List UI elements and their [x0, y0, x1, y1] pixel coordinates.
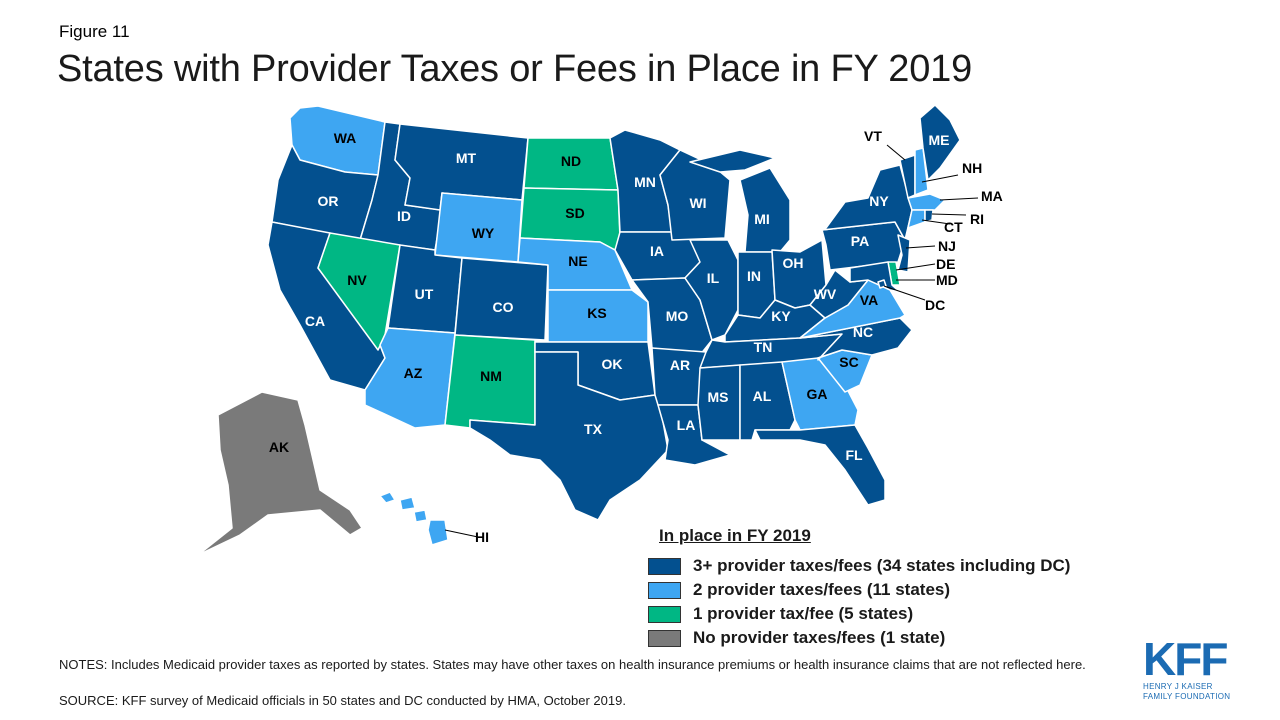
- source: SOURCE: KFF survey of Medicaid officials…: [59, 693, 626, 708]
- state-mi: [739, 167, 791, 253]
- label-ks: KS: [587, 305, 606, 321]
- state-ak: [197, 391, 363, 556]
- legend-swatch-3plus: [648, 557, 681, 575]
- label-me: ME: [929, 132, 950, 148]
- state-me: [919, 104, 961, 181]
- state-hi: [379, 491, 449, 546]
- label-sc: SC: [839, 354, 858, 370]
- legend-title: In place in FY 2019: [659, 526, 811, 545]
- label-pa: PA: [851, 233, 869, 249]
- legend-label-2: 2 provider taxes/fees (11 states): [693, 580, 951, 599]
- label-ok: OK: [602, 356, 623, 372]
- state-nh: [914, 147, 929, 196]
- label-hi: HI: [475, 529, 489, 545]
- label-nc: NC: [853, 324, 873, 340]
- state-ks: [547, 289, 649, 343]
- state-nj: [897, 234, 911, 273]
- label-mt: MT: [456, 150, 477, 166]
- label-nv: NV: [347, 272, 367, 288]
- label-mn: MN: [634, 174, 656, 190]
- label-ri: RI: [970, 211, 984, 227]
- figure-label: Figure 11: [59, 22, 130, 41]
- logo-wordmark: KFF: [1143, 633, 1228, 685]
- legend-item-1: 1 provider tax/fee (5 states): [648, 602, 1070, 626]
- label-nd: ND: [561, 153, 581, 169]
- label-al: AL: [753, 388, 772, 404]
- label-id: ID: [397, 208, 411, 224]
- label-ne: NE: [568, 253, 587, 269]
- legend-swatch-1: [648, 605, 681, 623]
- label-ia: IA: [650, 243, 664, 259]
- label-va: VA: [860, 292, 878, 308]
- label-ma: MA: [981, 188, 1003, 204]
- notes: NOTES: Includes Medicaid provider taxes …: [59, 657, 1086, 672]
- label-oh: OH: [783, 255, 804, 271]
- legend-label-1: 1 provider tax/fee (5 states): [693, 604, 914, 623]
- state-nc: [799, 317, 913, 361]
- label-wi: WI: [689, 195, 706, 211]
- label-ak: AK: [269, 439, 289, 455]
- label-dc: DC: [925, 297, 945, 313]
- page-title: States with Provider Taxes or Fees in Pl…: [57, 48, 973, 90]
- label-az: AZ: [404, 365, 423, 381]
- label-la: LA: [677, 417, 696, 433]
- legend-swatch-2: [648, 581, 681, 599]
- label-sd: SD: [565, 205, 584, 221]
- label-ct: CT: [944, 219, 963, 235]
- label-wy: WY: [472, 225, 495, 241]
- label-md: MD: [936, 272, 958, 288]
- label-tn: TN: [754, 339, 773, 355]
- logo-line-1: HENRY J KAISER: [1143, 682, 1213, 691]
- label-fl: FL: [845, 447, 863, 463]
- state-fl: [754, 424, 886, 506]
- label-il: IL: [707, 270, 720, 286]
- label-ca: CA: [305, 313, 325, 329]
- legend-item-0: No provider taxes/fees (1 state): [648, 626, 1070, 650]
- state-ri: [924, 209, 934, 223]
- label-or: OR: [318, 193, 339, 209]
- legend-item-3plus: 3+ provider taxes/fees (34 states includ…: [648, 554, 1070, 578]
- label-de: DE: [936, 256, 955, 272]
- state-md: [849, 261, 901, 293]
- label-tx: TX: [584, 421, 603, 437]
- kff-logo: KFF HENRY J KAISER FAMILY FOUNDATION: [1143, 636, 1238, 702]
- label-ky: KY: [771, 308, 791, 324]
- label-ar: AR: [670, 357, 690, 373]
- state-wi: [659, 149, 731, 241]
- label-ms: MS: [708, 389, 729, 405]
- legend-label-3plus: 3+ provider taxes/fees (34 states includ…: [693, 556, 1071, 575]
- label-ga: GA: [807, 386, 828, 402]
- label-nh: NH: [962, 160, 982, 176]
- label-nm: NM: [480, 368, 502, 384]
- label-vt: VT: [864, 128, 882, 144]
- label-mo: MO: [666, 308, 689, 324]
- legend-item-2: 2 provider taxes/fees (11 states): [648, 578, 1070, 602]
- legend: In place in FY 2019 3+ provider taxes/fe…: [648, 526, 1070, 650]
- label-wa: WA: [334, 130, 357, 146]
- label-mi: MI: [754, 211, 770, 227]
- state-mi-upper: [689, 149, 776, 173]
- state-tx: [469, 351, 669, 521]
- label-in: IN: [747, 268, 761, 284]
- label-ny: NY: [869, 193, 889, 209]
- state-ma: [907, 193, 946, 211]
- legend-label-0: No provider taxes/fees (1 state): [693, 628, 946, 647]
- label-wv: WV: [814, 286, 837, 302]
- label-co: CO: [493, 299, 514, 315]
- state-il: [684, 239, 739, 341]
- logo-line-2: FAMILY FOUNDATION: [1143, 692, 1231, 701]
- legend-swatch-0: [648, 629, 681, 647]
- label-nj: NJ: [938, 238, 956, 254]
- label-ut: UT: [415, 286, 434, 302]
